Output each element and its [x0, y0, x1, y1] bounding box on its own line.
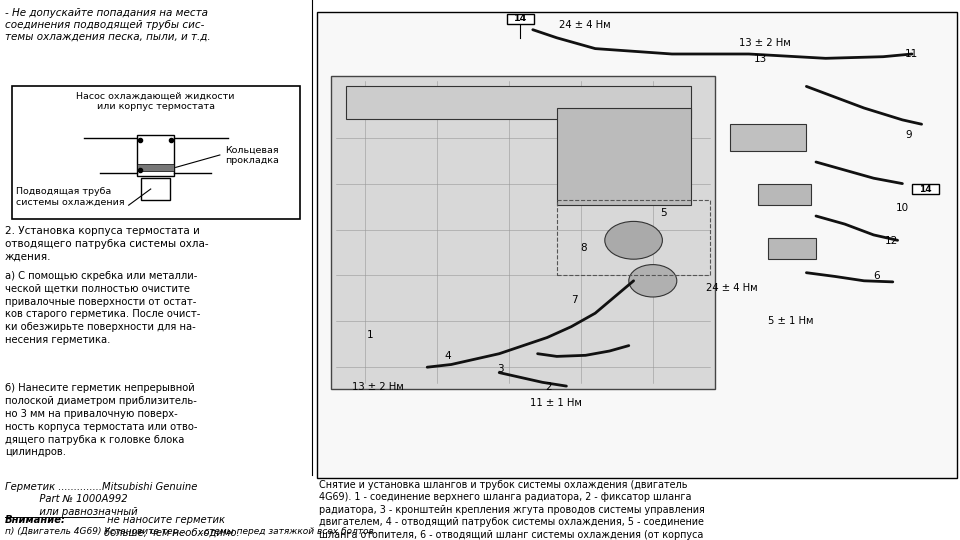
Text: 11 ± 1 Нм: 11 ± 1 Нм	[530, 398, 582, 408]
Text: 5 ± 1 Нм: 5 ± 1 Нм	[768, 316, 813, 326]
Bar	[331, 76, 715, 389]
Text: 13: 13	[754, 54, 767, 64]
Text: 2. Установка корпуса термостата и
отводящего патрубка системы охла-
ждения.: 2. Установка корпуса термостата и отводя…	[5, 226, 208, 262]
Text: Снятие и установка шлангов и трубок системы охлаждения (двигатель
4G69). 1 - сое: Снятие и установка шлангов и трубок сист…	[319, 480, 710, 540]
Bar	[912, 184, 939, 194]
Text: 10: 10	[896, 202, 909, 213]
Bar	[730, 124, 806, 151]
Text: 12: 12	[885, 236, 899, 246]
Bar	[317, 12, 957, 478]
Bar	[331, 76, 715, 389]
Text: 3: 3	[497, 363, 504, 374]
Text: Кольцевая
прокладка: Кольцевая прокладка	[225, 145, 278, 165]
Bar	[768, 238, 816, 259]
Text: 8: 8	[580, 243, 587, 253]
Bar	[557, 200, 710, 275]
Text: Подводящая труба
системы охлаждения: Подводящая труба системы охлаждения	[16, 187, 125, 207]
Bar	[557, 108, 691, 205]
Bar	[758, 184, 811, 205]
Text: Герметик ..............Mitsubishi Genuine
           Part № 1000A992
           : Герметик ..............Mitsubishi Genuin…	[5, 482, 197, 517]
Bar	[141, 178, 170, 200]
Text: 6: 6	[874, 271, 880, 281]
Ellipse shape	[629, 265, 677, 297]
Text: 1: 1	[367, 329, 373, 340]
Text: 4: 4	[444, 351, 451, 361]
Text: 14: 14	[514, 15, 527, 23]
Bar	[137, 164, 174, 171]
Text: 9: 9	[905, 130, 912, 140]
Text: 14: 14	[919, 185, 932, 193]
Text: - Не допускайте попадания на места
соединения подводящей трубы сис-
темы охлажде: - Не допускайте попадания на места соеди…	[5, 8, 210, 41]
Text: 13 ± 2 Нм: 13 ± 2 Нм	[739, 38, 791, 48]
Text: не наносите герметик
больше, чем необходимо.: не наносите герметик больше, чем необход…	[104, 515, 239, 538]
Text: а) С помощью скребка или металли-
ческой щетки полностью очистите
привалочные по: а) С помощью скребка или металли- ческой…	[5, 271, 201, 345]
Text: 11: 11	[905, 49, 919, 59]
Text: 7: 7	[571, 295, 578, 306]
Bar	[137, 135, 174, 176]
Text: 2: 2	[545, 382, 552, 392]
Text: п) (Двигатель 4G69) Установите тер...   ...стемы перед затяжкой всех болтов: п) (Двигатель 4G69) Установите тер... ..…	[5, 526, 373, 536]
Text: Насос охлаждающей жидкости
или корпус термостата: Насос охлаждающей жидкости или корпус те…	[76, 92, 235, 111]
Bar	[346, 86, 691, 119]
Bar	[507, 14, 534, 24]
Bar	[12, 86, 300, 219]
Text: б) Нанесите герметик непрерывной
полоской диаметром приблизитель-
но 3 мм на при: б) Нанесите герметик непрерывной полоско…	[5, 383, 198, 457]
Text: Внимание:: Внимание:	[5, 515, 66, 525]
Ellipse shape	[605, 221, 662, 259]
Text: 5: 5	[660, 208, 667, 218]
Text: 24 ± 4 Нм: 24 ± 4 Нм	[706, 282, 757, 293]
Text: 24 ± 4 Нм: 24 ± 4 Нм	[559, 20, 611, 30]
Text: 13 ± 2 Нм: 13 ± 2 Нм	[352, 382, 404, 392]
